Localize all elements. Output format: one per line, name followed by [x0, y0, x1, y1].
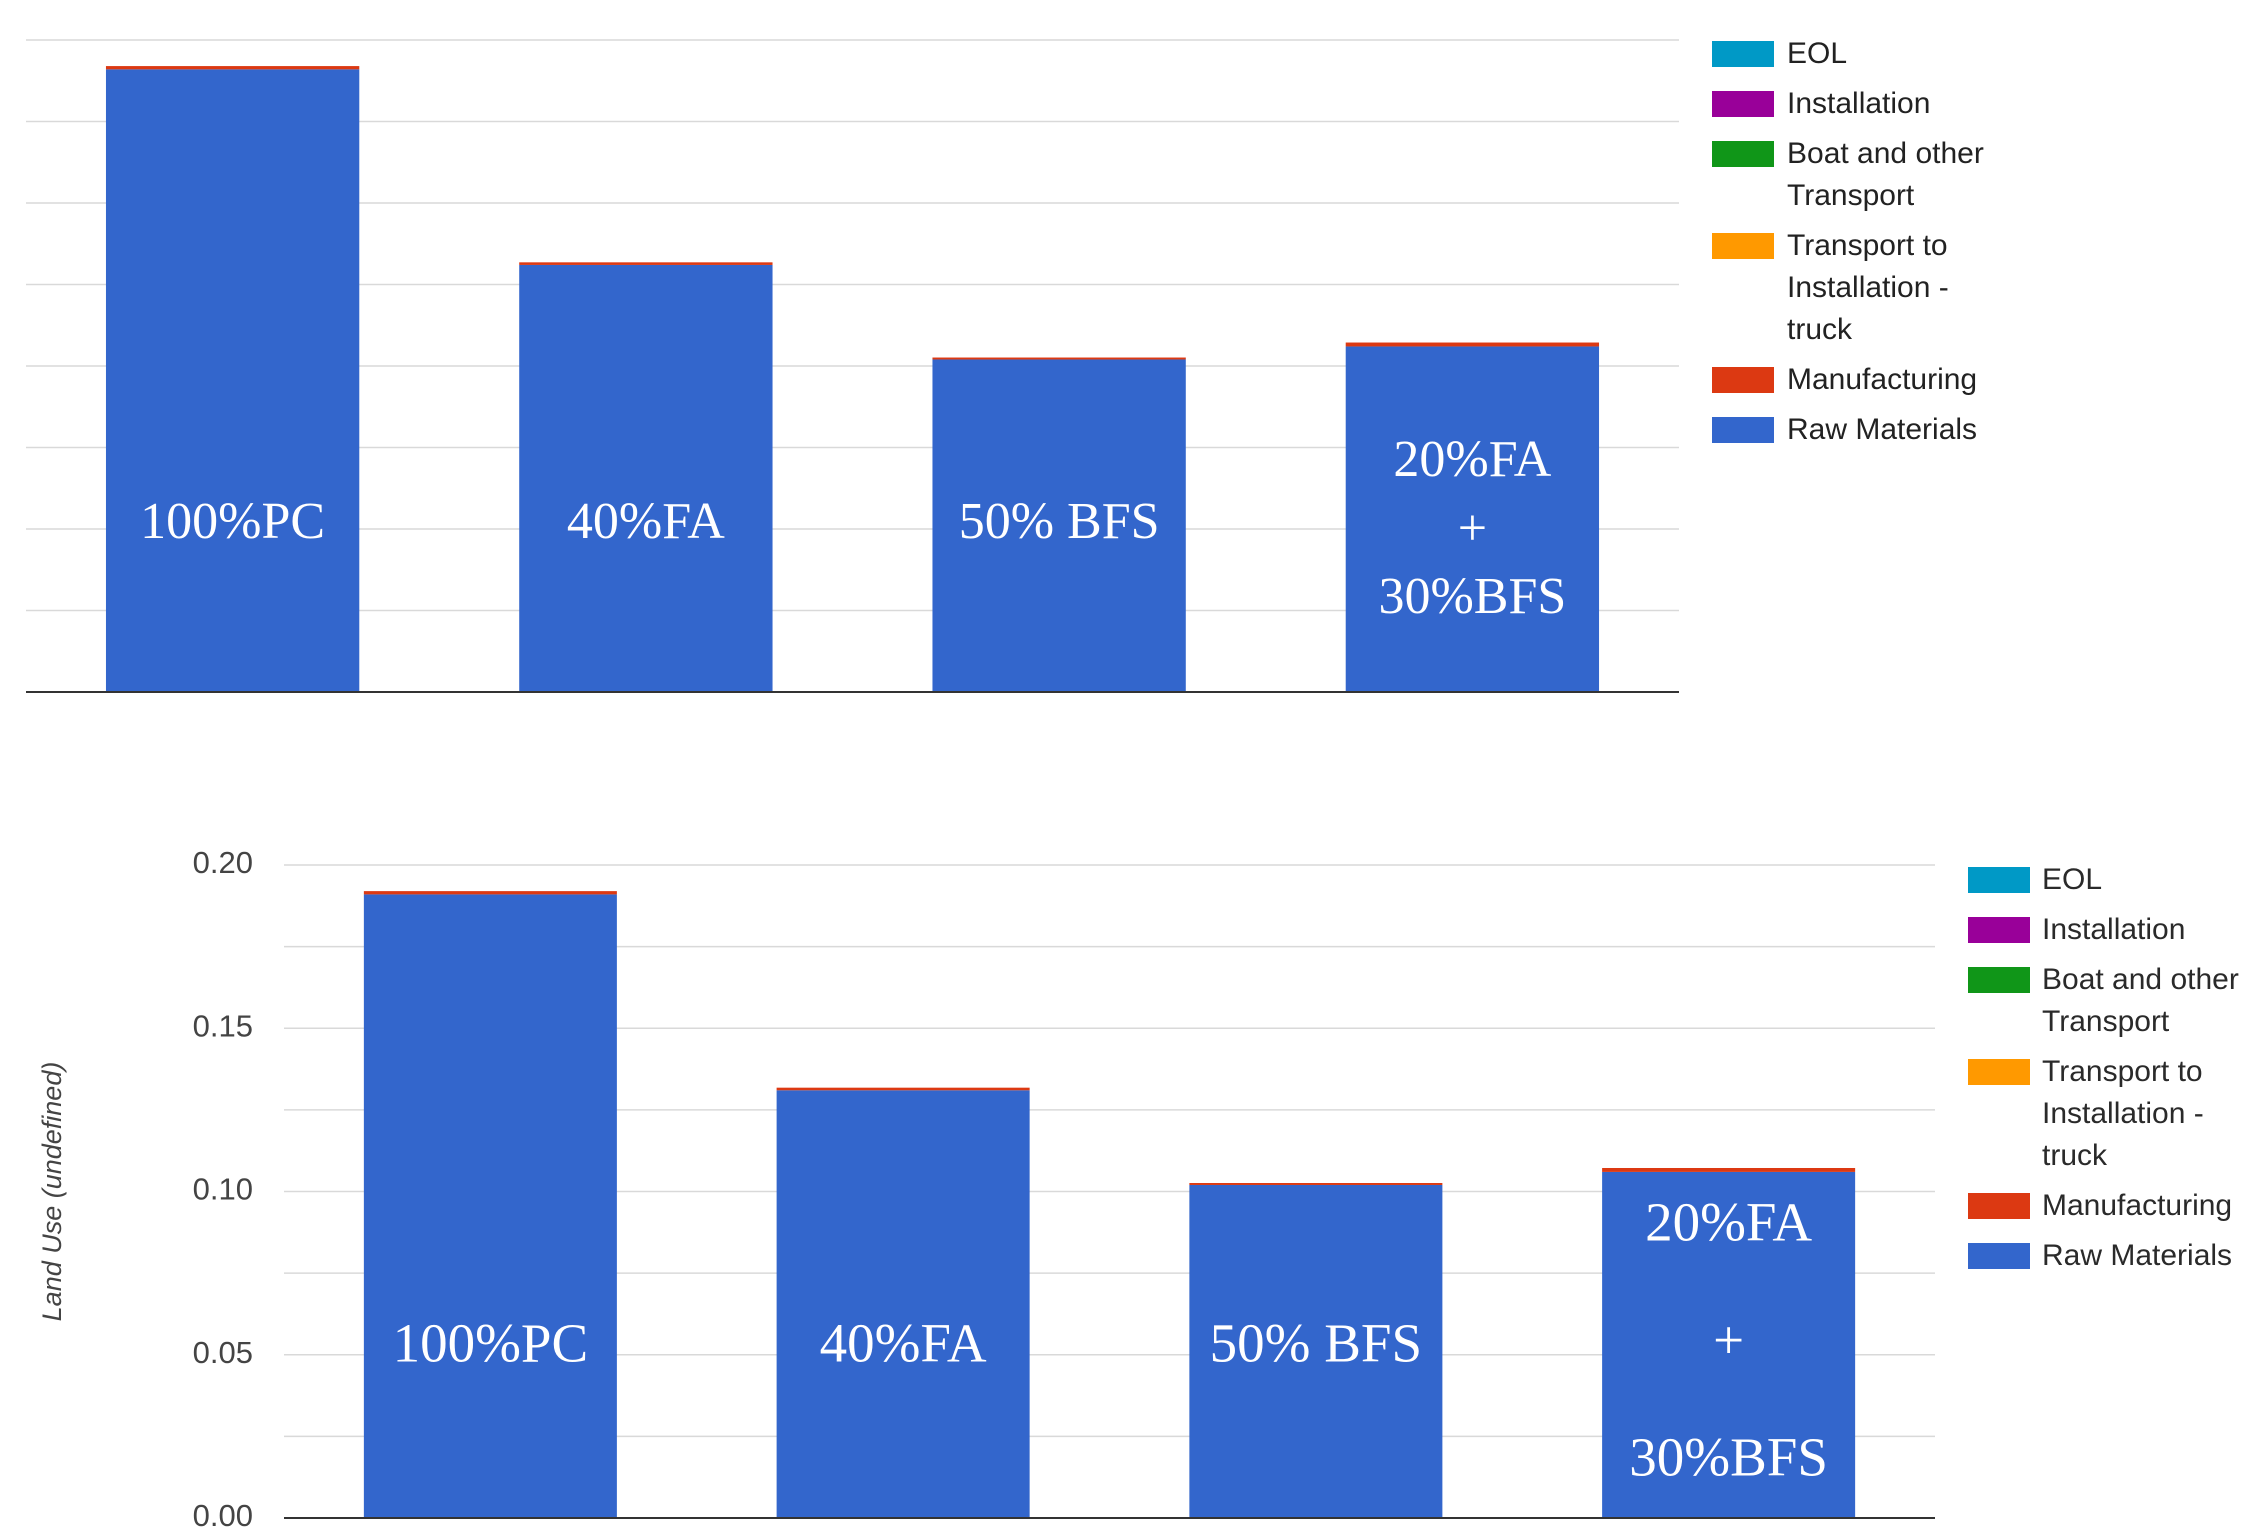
legend-label: Boat and other Transport — [2042, 963, 2239, 1038]
bar-label: 30%BFS — [1378, 568, 1566, 625]
legend-item-eol[interactable]: EOL — [1968, 859, 2257, 901]
legend-label: Installation — [1787, 87, 1931, 120]
bar-label: 20%FA — [1645, 1192, 1812, 1253]
legend-swatch — [1712, 91, 1774, 117]
bar-label: + — [1458, 500, 1487, 557]
y-tick-label: 0.05 — [193, 1335, 253, 1370]
legend-item-installation[interactable]: Installation — [1712, 83, 2002, 125]
legend-item-manufacturing[interactable]: Manufacturing — [1968, 1185, 2257, 1227]
legend-swatch — [1712, 141, 1774, 167]
bar-label: 100%PC — [393, 1313, 589, 1374]
chart-top-plot: 100%PC 40%FA 50% BFS 20%FA +30%BFS — [26, 39, 1679, 693]
legend-label: Raw Materials — [2042, 1239, 2233, 1272]
legend-swatch — [1712, 367, 1774, 393]
y-tick-label: 0.00 — [193, 1498, 253, 1531]
legend-item-transport-to-installation-truck[interactable]: Transport to Installation - truck — [1968, 1051, 2257, 1177]
legend-swatch — [1968, 917, 2030, 943]
legend-item-boat-and-other-transport[interactable]: Boat and other Transport — [1712, 133, 2002, 217]
legend-swatch — [1712, 417, 1774, 443]
y-tick-label: 0.15 — [193, 1008, 253, 1043]
legend-label: Installation — [2042, 913, 2186, 946]
bar-raw-materials-2[interactable] — [932, 359, 1186, 692]
legend-label: Transport to Installation - truck — [2042, 1055, 2204, 1172]
bar-manufacturing-1[interactable] — [776, 1087, 1030, 1091]
bar-label: 30%BFS — [1629, 1427, 1828, 1488]
bar-label: 100%PC — [140, 493, 325, 550]
bar-label: + — [1713, 1310, 1744, 1371]
legend-label: Manufacturing — [1787, 363, 1978, 396]
bar-raw-materials-1[interactable] — [776, 1090, 1030, 1518]
legend-swatch — [1968, 967, 2030, 993]
y-axis-title: Land Use (undefined) — [37, 1062, 67, 1322]
bar-label: 50% BFS — [1210, 1313, 1422, 1374]
legend-swatch — [1712, 41, 1774, 67]
legend-item-transport-to-installation-truck[interactable]: Transport to Installation - truck — [1712, 225, 2002, 351]
bar-manufacturing-2[interactable] — [1189, 1183, 1443, 1185]
y-tick-label: 0.10 — [193, 1172, 253, 1207]
legend-label: EOL — [1787, 37, 1848, 70]
legend-label: EOL — [2042, 863, 2103, 896]
legend-label: Raw Materials — [1787, 413, 1978, 446]
bar-raw-materials-3[interactable] — [1345, 346, 1600, 692]
bar-manufacturing-3[interactable] — [1602, 1167, 1856, 1172]
legend-label: Transport to Installation - truck — [1787, 229, 1949, 346]
bar-manufacturing-3[interactable] — [1345, 342, 1600, 347]
bar-raw-materials-1[interactable] — [519, 264, 773, 692]
legend-label: Boat and other Transport — [1787, 137, 1984, 212]
bar-label: 40%FA — [820, 1313, 987, 1374]
legend-swatch — [1968, 867, 2030, 893]
legend-swatch — [1968, 1059, 2030, 1085]
legend-label: Manufacturing — [2042, 1189, 2233, 1222]
bar-label: 40%FA — [567, 493, 725, 550]
legend-item-manufacturing[interactable]: Manufacturing — [1712, 359, 2002, 401]
bar-manufacturing-0[interactable] — [363, 891, 617, 895]
legend-swatch — [1968, 1193, 2030, 1219]
chart-top-legend: EOL Installation Boat and other Transport T… — [1712, 33, 2002, 459]
legend-item-eol[interactable]: EOL — [1712, 33, 2002, 75]
bar-manufacturing-2[interactable] — [932, 357, 1186, 360]
legend-item-raw-materials[interactable]: Raw Materials — [1712, 409, 2002, 451]
legend-item-installation[interactable]: Installation — [1968, 909, 2257, 951]
legend-swatch — [1968, 1243, 2030, 1269]
bar-label: 50% BFS — [959, 493, 1160, 550]
bar-raw-materials-3[interactable] — [1602, 1171, 1856, 1518]
bar-raw-materials-0[interactable] — [363, 894, 617, 1518]
bar-manufacturing-1[interactable] — [519, 262, 773, 265]
legend-item-boat-and-other-transport[interactable]: Boat and other Transport — [1968, 959, 2257, 1043]
bar-raw-materials-0[interactable] — [105, 69, 360, 693]
chart-bottom-plot: 0.00 0.05 0.10 0.15 0.20 Land Use (undefined)… — [37, 845, 1935, 1531]
y-tick-label: 0.20 — [193, 845, 253, 880]
legend-item-raw-materials[interactable]: Raw Materials — [1968, 1235, 2257, 1277]
bar-raw-materials-2[interactable] — [1189, 1184, 1443, 1518]
bar-label: 20%FA — [1393, 431, 1551, 488]
bar-manufacturing-0[interactable] — [105, 66, 360, 70]
chart-bottom-legend: EOL Installation Boat and other Transport T… — [1968, 859, 2257, 1285]
legend-swatch — [1712, 233, 1774, 259]
